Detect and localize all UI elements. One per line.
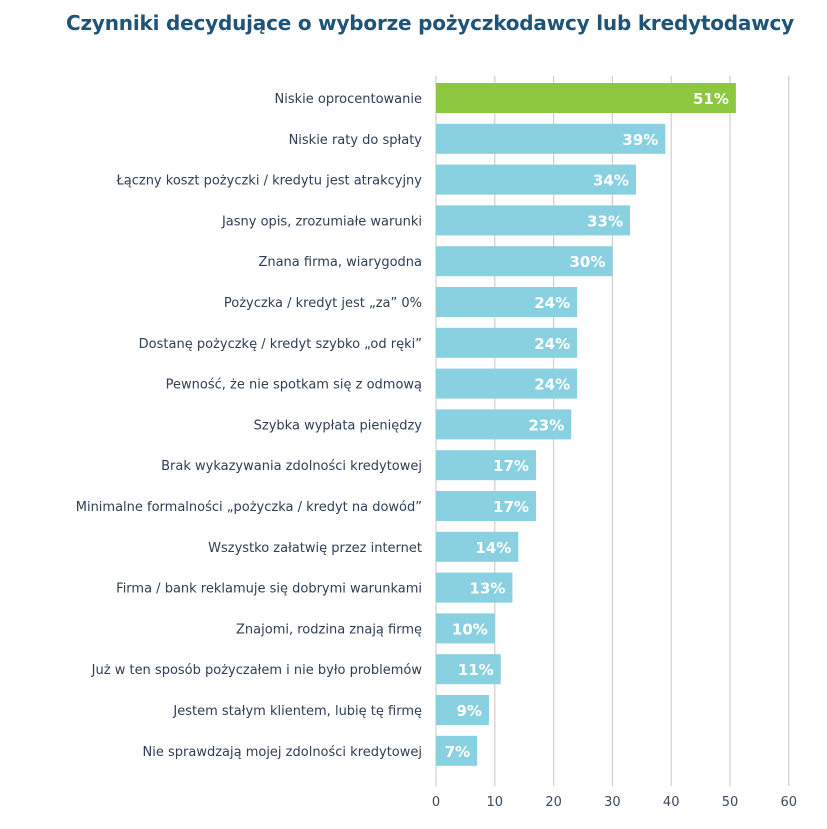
bar	[436, 83, 736, 113]
bar-value-label: 10%	[452, 620, 488, 638]
x-axis-ticks: 0 10 20 30 40 50 60	[432, 795, 797, 810]
x-tick-label: 10	[487, 795, 504, 810]
bar	[436, 246, 613, 277]
category-label: Pożyczka / kredyt jest „za” 0%	[224, 296, 422, 311]
category-label: Minimalne formalności „pożyczka / kredyt…	[76, 500, 422, 515]
chart-title: Czynniki decydujące o wyborze pożyczkoda…	[66, 11, 794, 35]
bar	[436, 409, 572, 440]
bar	[436, 572, 513, 603]
category-label: Pewność, że nie spotkam się z odmową	[166, 378, 422, 393]
bar-value-label: 9%	[456, 702, 481, 720]
bar-value-label: 7%	[445, 743, 470, 761]
category-label: Już w ten sposób pożyczałem i nie było p…	[91, 663, 423, 678]
x-tick-label: 40	[663, 795, 680, 810]
bar	[436, 287, 578, 317]
bar	[436, 654, 501, 685]
x-tick-label: 20	[545, 795, 562, 810]
category-label: Znana firma, wiarygodna	[258, 255, 422, 270]
x-tick-label: 30	[604, 795, 621, 810]
bar-value-label: 13%	[470, 580, 506, 598]
bar-value-label: 24%	[534, 294, 570, 312]
bar-value-label: 24%	[534, 335, 570, 353]
category-label: Jestem stałym klientem, lubię tę firmę	[172, 704, 422, 719]
category-label: Szybka wypłata pieniędzy	[254, 418, 423, 433]
bar-value-label: 33%	[587, 212, 623, 230]
bar-value-label: 23%	[528, 416, 564, 434]
category-label: Dostanę pożyczkę / kredyt szybko „od ręk…	[139, 337, 422, 352]
bar	[436, 695, 489, 725]
bar-value-label: 51%	[693, 90, 729, 108]
bar-value-label: 17%	[493, 498, 529, 516]
x-tick-label: 60	[781, 795, 798, 810]
bar	[436, 491, 536, 521]
category-labels: Niskie oprocentowanie Niskie raty do spła…	[76, 92, 423, 760]
x-tick-label: 50	[722, 795, 739, 810]
bar-value-label: 17%	[493, 457, 529, 475]
bar-value-label: 30%	[569, 253, 605, 271]
category-label: Niskie oprocentowanie	[275, 92, 422, 107]
bar-value-label: 11%	[458, 661, 494, 679]
bar-layer	[436, 83, 736, 766]
category-label: Brak wykazywania zdolności kredytowej	[161, 459, 422, 474]
bar	[436, 368, 578, 399]
category-label: Niskie raty do spłaty	[289, 133, 423, 148]
bar	[436, 613, 495, 644]
bar-value-label: 14%	[475, 539, 511, 557]
bar	[436, 531, 519, 562]
bar	[436, 735, 478, 766]
category-label: Łączny koszt pożyczki / kredytu jest atr…	[115, 174, 422, 189]
bar	[436, 123, 666, 154]
bar	[436, 205, 631, 236]
bar	[436, 327, 578, 358]
value-labels: 51% 39% 34% 33% 30% 24% 24% 24% 23% 17% 17% 14% 13% 1…	[445, 90, 729, 761]
bar-value-label: 24%	[534, 376, 570, 394]
category-label: Firma / bank reklamuje się dobrymi warun…	[116, 582, 422, 597]
category-label: Jasny opis, zrozumiałe warunki	[221, 214, 422, 229]
x-tick-label: 0	[432, 795, 440, 810]
bar-value-label: 34%	[593, 172, 629, 190]
category-label: Wszystko załatwię przez internet	[208, 541, 422, 556]
bar-value-label: 39%	[622, 131, 658, 149]
bar	[436, 450, 536, 481]
bar	[436, 164, 636, 195]
category-label: Znajomi, rodzina znają firmę	[236, 622, 422, 637]
category-label: Nie sprawdzają mojej zdolności kredytowe…	[143, 745, 422, 760]
